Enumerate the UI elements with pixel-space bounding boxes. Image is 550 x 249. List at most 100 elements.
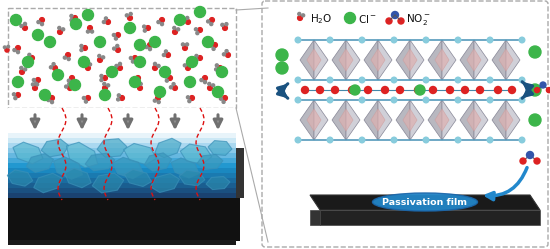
Circle shape [295, 137, 301, 143]
Circle shape [86, 96, 90, 100]
Circle shape [487, 97, 493, 103]
Circle shape [534, 158, 540, 164]
Circle shape [226, 53, 230, 58]
Circle shape [212, 86, 223, 98]
Polygon shape [144, 153, 172, 171]
Polygon shape [467, 49, 481, 71]
Circle shape [173, 86, 178, 90]
Circle shape [173, 26, 176, 29]
Circle shape [276, 62, 288, 74]
Circle shape [53, 65, 57, 70]
Circle shape [106, 20, 111, 24]
Circle shape [20, 70, 24, 74]
Circle shape [164, 75, 168, 78]
Circle shape [186, 16, 189, 19]
Circle shape [202, 76, 207, 80]
Circle shape [349, 86, 355, 94]
Polygon shape [113, 157, 143, 179]
Circle shape [15, 46, 20, 50]
Polygon shape [332, 100, 346, 140]
Bar [8, 163, 236, 169]
Circle shape [24, 22, 26, 25]
Circle shape [540, 82, 546, 88]
Circle shape [69, 79, 80, 90]
Circle shape [70, 14, 73, 17]
Circle shape [218, 65, 222, 70]
Circle shape [131, 60, 134, 63]
Circle shape [392, 11, 399, 18]
Circle shape [208, 82, 211, 85]
Circle shape [391, 137, 397, 143]
Circle shape [160, 18, 164, 22]
Polygon shape [124, 170, 151, 187]
Circle shape [147, 43, 152, 47]
Circle shape [5, 48, 9, 52]
Circle shape [135, 84, 139, 87]
Polygon shape [208, 141, 232, 155]
Circle shape [172, 83, 175, 86]
Circle shape [182, 43, 184, 46]
Circle shape [138, 86, 142, 90]
Circle shape [135, 57, 146, 67]
Polygon shape [206, 177, 230, 189]
Polygon shape [474, 100, 488, 140]
Circle shape [196, 32, 199, 35]
Polygon shape [499, 49, 513, 71]
Polygon shape [151, 174, 179, 192]
Circle shape [187, 62, 190, 65]
Polygon shape [403, 109, 417, 131]
Circle shape [210, 23, 213, 26]
Circle shape [520, 158, 526, 164]
Circle shape [30, 56, 35, 61]
Circle shape [195, 28, 197, 31]
Polygon shape [428, 100, 442, 140]
Circle shape [397, 86, 404, 94]
Circle shape [423, 97, 429, 103]
Circle shape [68, 86, 73, 90]
Circle shape [223, 96, 227, 100]
Circle shape [157, 21, 160, 24]
Circle shape [423, 77, 429, 83]
Polygon shape [506, 40, 520, 80]
Bar [8, 148, 236, 154]
Circle shape [423, 137, 429, 143]
Circle shape [128, 16, 133, 20]
Circle shape [70, 19, 73, 22]
Polygon shape [435, 109, 449, 131]
Circle shape [327, 77, 333, 83]
Circle shape [212, 47, 215, 50]
Circle shape [13, 76, 24, 87]
Polygon shape [171, 158, 199, 178]
Circle shape [391, 97, 397, 103]
Bar [236, 148, 244, 198]
Polygon shape [492, 100, 506, 140]
Polygon shape [26, 154, 53, 172]
Circle shape [519, 37, 525, 43]
Circle shape [197, 28, 202, 32]
Polygon shape [492, 40, 506, 80]
Circle shape [382, 86, 388, 94]
Circle shape [415, 85, 425, 95]
Circle shape [118, 62, 122, 65]
Circle shape [359, 77, 365, 83]
Circle shape [85, 63, 87, 66]
Circle shape [509, 86, 515, 94]
Bar [8, 153, 236, 159]
Circle shape [210, 18, 215, 22]
Circle shape [37, 21, 40, 24]
Circle shape [85, 100, 87, 103]
Circle shape [86, 65, 90, 70]
Polygon shape [97, 139, 127, 157]
Circle shape [62, 28, 65, 31]
Circle shape [133, 78, 136, 81]
Polygon shape [403, 49, 417, 71]
Circle shape [23, 57, 34, 67]
Circle shape [386, 18, 392, 24]
Circle shape [52, 69, 63, 80]
Circle shape [216, 64, 218, 67]
Circle shape [298, 16, 302, 20]
Circle shape [112, 34, 115, 37]
Circle shape [166, 53, 170, 58]
Circle shape [142, 25, 146, 28]
Circle shape [225, 50, 228, 53]
